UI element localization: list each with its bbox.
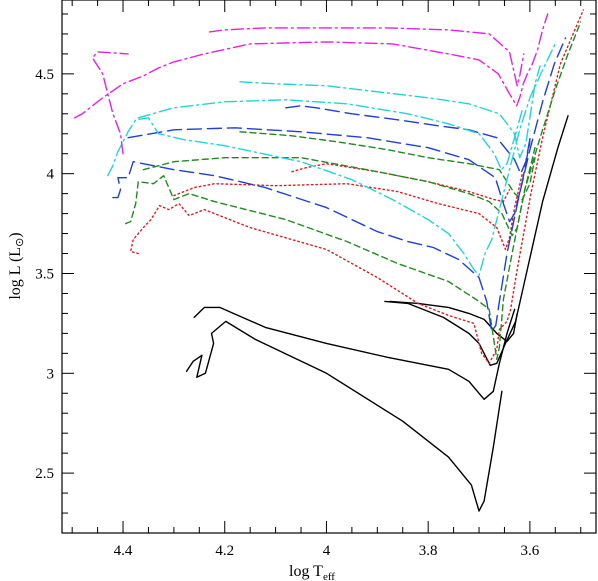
x-axis-label-sub: eff — [323, 571, 335, 581]
track-line-6 — [173, 172, 523, 251]
x-axis-label-main: log T — [289, 563, 323, 580]
plot-frame — [61, 0, 597, 534]
y-tick-label: 3 — [47, 366, 55, 382]
track-line-12 — [127, 127, 531, 223]
track-line-1 — [185, 320, 503, 512]
track-line-3 — [384, 115, 569, 366]
track-line-14 — [107, 43, 556, 277]
y-axis-label: log L (L⊙) — [7, 232, 26, 299]
track-line-17 — [73, 13, 549, 119]
x-tick-label: 4 — [323, 543, 331, 559]
y-axis-label-main: log L (L — [7, 247, 24, 300]
track-line-7 — [291, 162, 511, 203]
y-tick-label: 4.5 — [35, 67, 54, 83]
x-axis-label: log Teff — [289, 563, 335, 581]
track-line-8 — [124, 21, 582, 360]
axis-ticks — [62, 0, 596, 533]
track-line-2 — [193, 306, 516, 400]
y-tick-labels: 2.5 3 3.5 4 4.5 — [35, 67, 54, 482]
track-line-18 — [91, 51, 129, 155]
sun-symbol: ⊙ — [14, 238, 26, 247]
y-tick-label: 2.5 — [35, 466, 54, 482]
track-line-16 — [239, 65, 541, 159]
track-line-11 — [112, 37, 567, 333]
x-tick-label: 4.2 — [215, 543, 234, 559]
track-line-13 — [285, 105, 532, 175]
y-tick-label: 4 — [47, 167, 55, 183]
x-tick-label: 3.8 — [419, 543, 438, 559]
x-tick-label: 3.6 — [521, 543, 540, 559]
track-line-5 — [129, 9, 584, 364]
track-line-10 — [239, 131, 536, 201]
y-axis-label-close: ) — [7, 232, 24, 237]
track-line-9 — [142, 146, 536, 237]
evolutionary-tracks — [73, 9, 584, 512]
y-tick-label: 3.5 — [35, 266, 54, 282]
x-tick-label: 4.4 — [114, 543, 133, 559]
track-line-19 — [208, 27, 525, 87]
x-tick-labels: 4.4 4.2 4 3.8 3.6 — [114, 543, 540, 559]
track-line-15 — [137, 99, 523, 171]
track-line-4 — [389, 300, 518, 343]
